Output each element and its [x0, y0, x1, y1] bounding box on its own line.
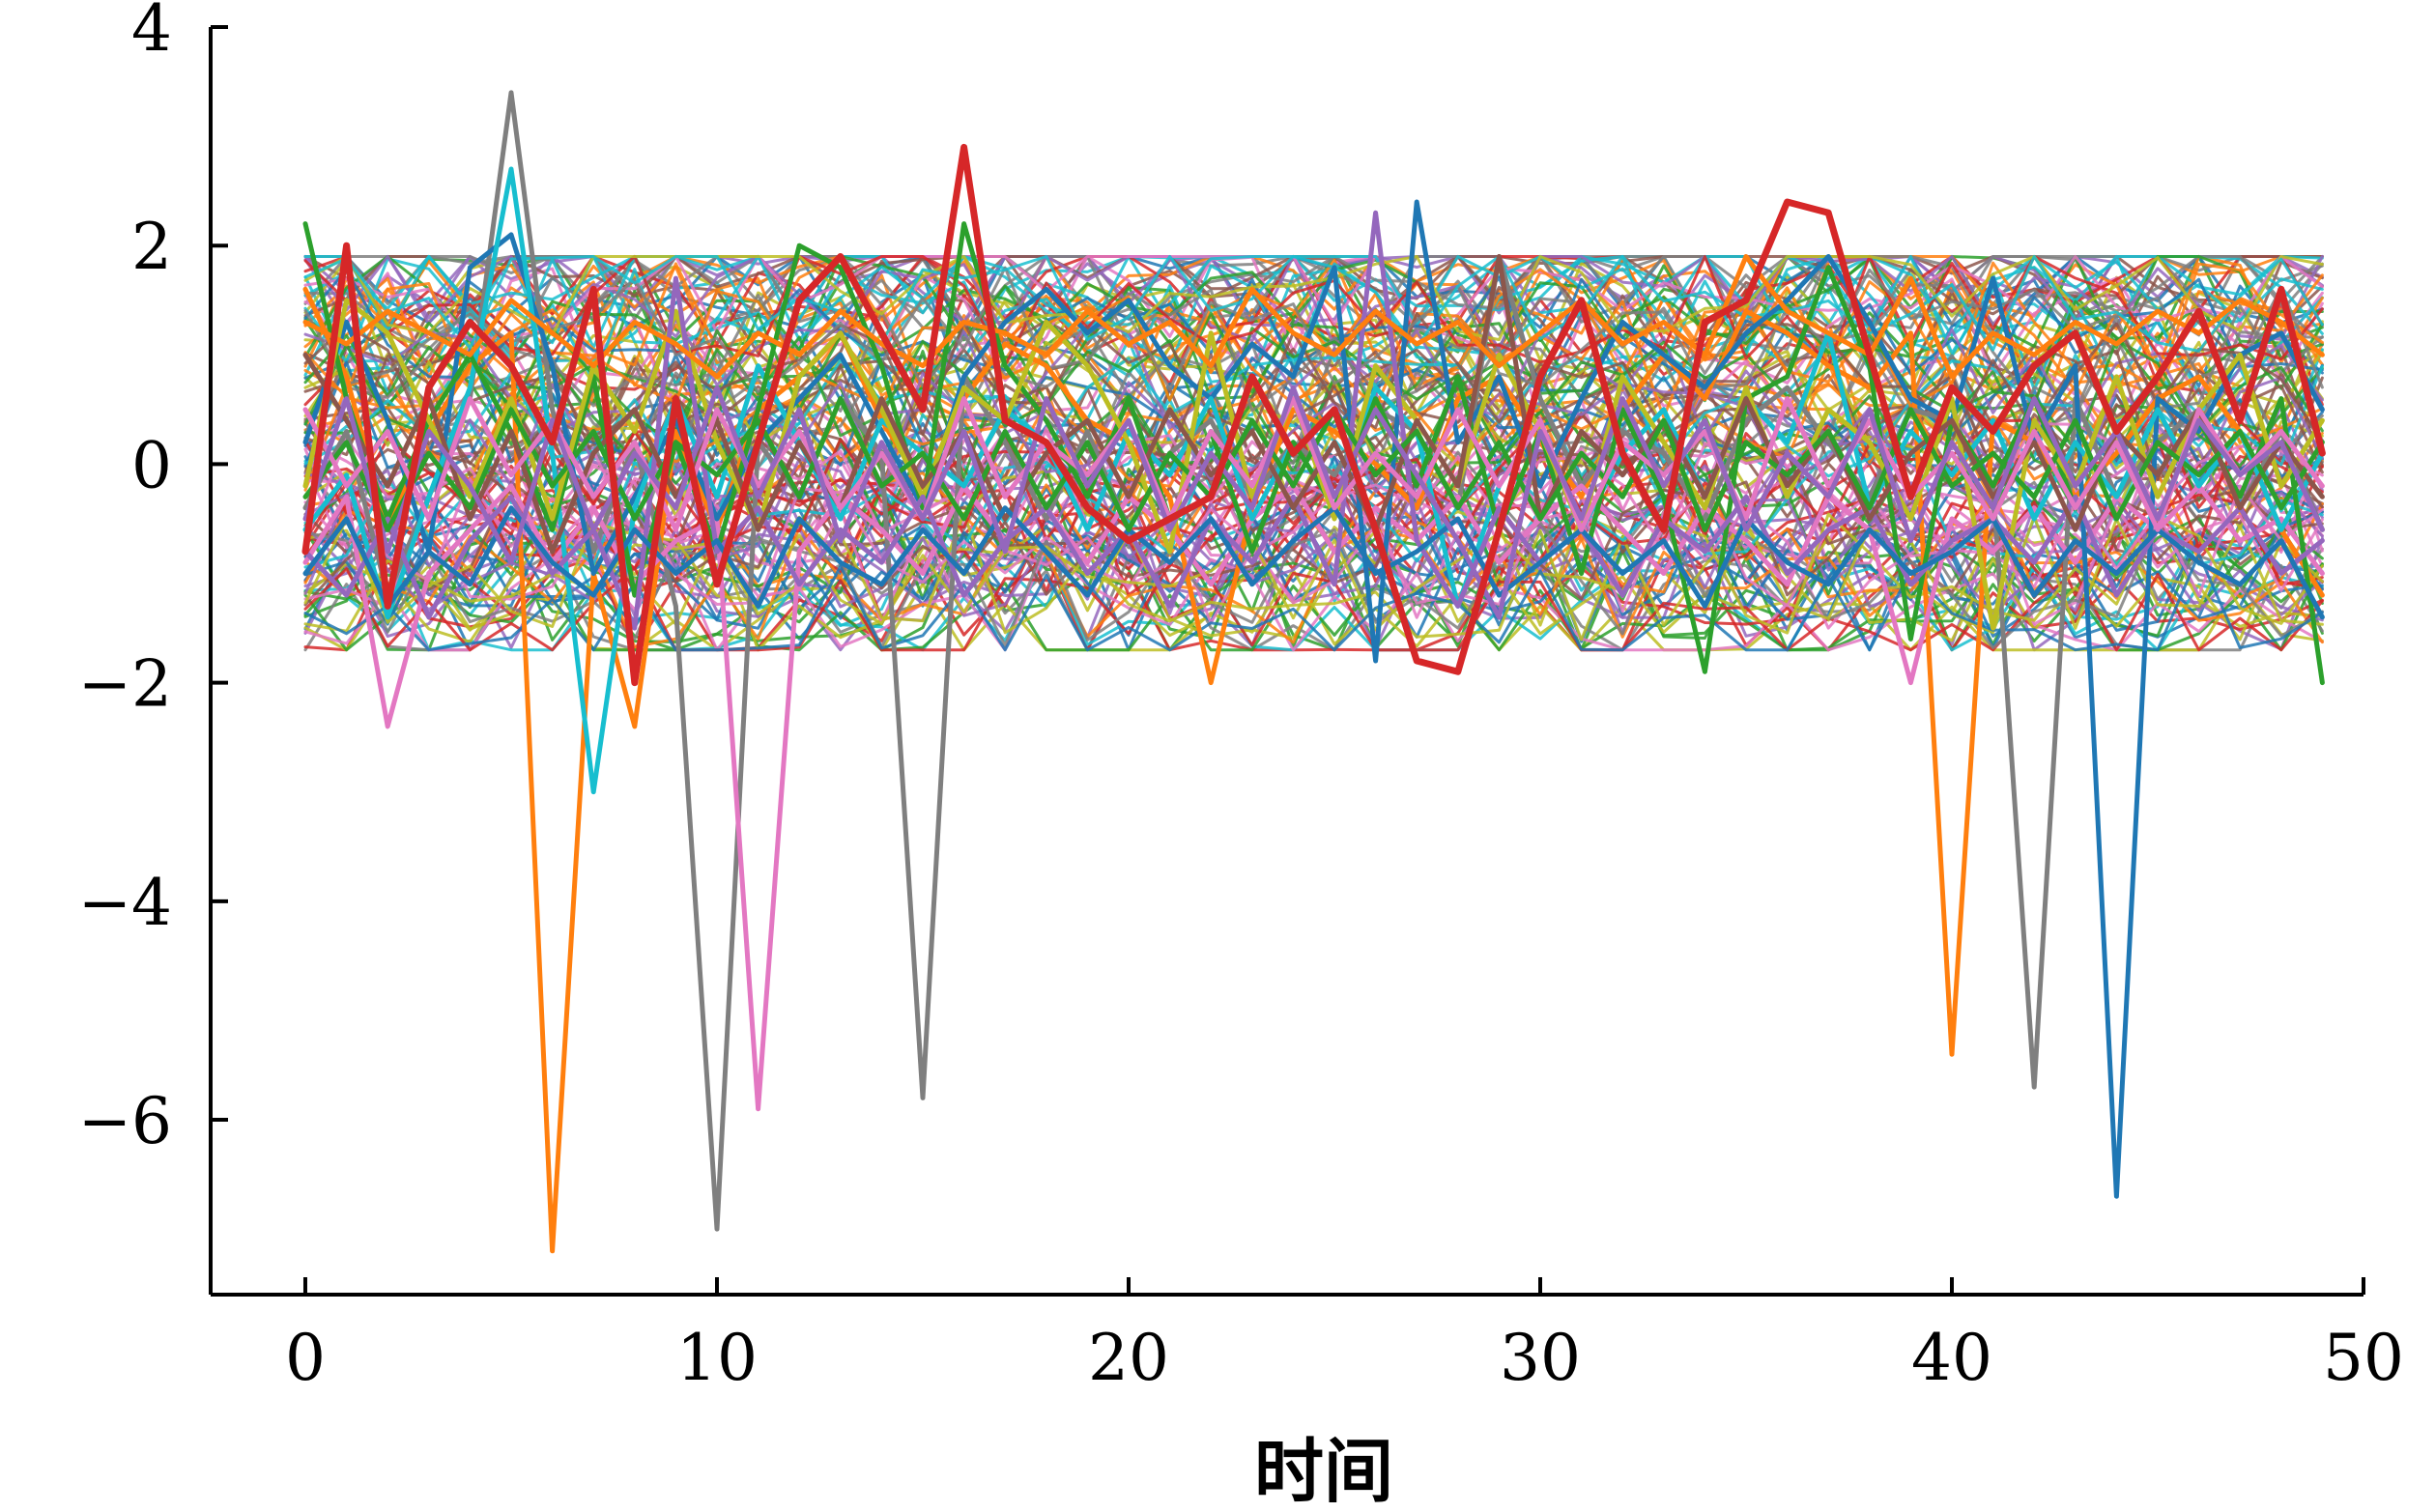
background-series-line — [303, 255, 2324, 329]
x-axis-title: 时间 — [1254, 1430, 1393, 1512]
series-layer — [301, 90, 2326, 1254]
background-series-line — [303, 255, 2324, 369]
x-tick-label: 50 — [2323, 1321, 2404, 1395]
x-tick-label: 10 — [676, 1321, 758, 1395]
x-tick-label: 30 — [1500, 1321, 1581, 1395]
x-tick-label: 0 — [285, 1321, 326, 1395]
series-line-11 — [302, 254, 2325, 380]
y-tick-label: 4 — [131, 0, 172, 66]
background-series-line — [303, 268, 2324, 399]
series-line-10 — [302, 505, 2325, 620]
y-tick-label: −2 — [78, 647, 172, 722]
series-line-13 — [302, 396, 2325, 532]
x-tick-label: 40 — [1911, 1321, 1992, 1395]
series-line-15 — [301, 143, 2326, 687]
background-series-line — [303, 255, 2324, 357]
background-series-line — [303, 511, 2324, 642]
y-tick-label: 0 — [131, 428, 172, 502]
series-line-9 — [302, 254, 2325, 555]
x-axis-ticks: 0 10 20 30 40 50 — [285, 1277, 2404, 1395]
y-tick-label: 2 — [131, 210, 172, 284]
y-tick-label: −4 — [78, 866, 172, 940]
background-series-line — [303, 255, 2324, 342]
x-tick-label: 20 — [1088, 1321, 1169, 1395]
background-series-line — [303, 312, 2324, 445]
background-series-line — [303, 255, 2324, 354]
y-tick-label: −6 — [78, 1084, 172, 1158]
background-series-line — [303, 344, 2324, 475]
background-series-line — [303, 255, 2324, 367]
background-series-line — [303, 261, 2324, 395]
y-axis-ticks: −6 −4 −2 0 2 4 — [78, 0, 228, 1158]
background-series-line — [303, 553, 2324, 652]
series-line-14 — [302, 385, 2325, 620]
